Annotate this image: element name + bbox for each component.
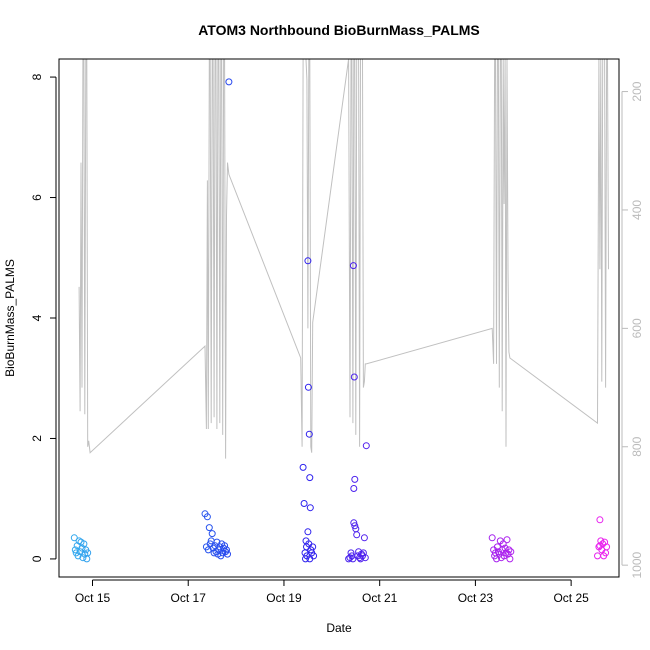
data-point <box>300 500 308 507</box>
y2-tick-label: 1000 <box>630 551 644 578</box>
data-point <box>350 373 358 381</box>
data-point <box>224 550 231 558</box>
x-axis: Oct 15 Oct 17 Oct 19 Oct 21 Oct 23 Oct 25 <box>75 579 589 605</box>
y-axis: 0 2 4 6 8 <box>30 73 57 562</box>
data-point <box>507 548 515 556</box>
y-axis-label: BioBurnMass_PALMS <box>3 259 17 377</box>
points-layer <box>70 78 611 563</box>
y-tick-label: 4 <box>30 314 44 321</box>
data-point <box>499 540 507 548</box>
data-point <box>304 257 312 265</box>
data-point <box>306 504 314 512</box>
data-point <box>304 528 312 536</box>
data-point <box>78 544 86 552</box>
x-tick-label: Oct 23 <box>458 591 494 605</box>
data-point <box>79 554 87 562</box>
data-point <box>309 543 317 551</box>
data-point <box>603 543 611 551</box>
data-point <box>208 530 216 538</box>
data-point <box>306 474 314 482</box>
data-point <box>71 546 79 554</box>
x-tick-label: Oct 17 <box>171 591 207 605</box>
y2-tick-label: 400 <box>630 200 644 220</box>
y-tick-label: 6 <box>30 194 44 201</box>
data-point <box>351 522 359 530</box>
data-point <box>350 519 358 527</box>
y2-tick-label: 600 <box>630 318 644 338</box>
data-point <box>205 524 213 532</box>
y2-tick-label: 800 <box>630 436 644 456</box>
data-point <box>223 546 230 554</box>
data-point <box>204 546 212 554</box>
secondary-y-axis: 200 400 600 800 1000 <box>621 81 644 579</box>
plot-frame <box>58 58 620 578</box>
y-tick-label: 8 <box>30 73 44 80</box>
data-point <box>353 531 361 539</box>
data-point <box>84 549 92 557</box>
y2-tick-label: 200 <box>630 81 644 101</box>
x-tick-label: Oct 21 <box>362 591 398 605</box>
data-point <box>74 552 82 560</box>
data-point <box>350 485 358 492</box>
x-tick-label: Oct 19 <box>266 591 302 605</box>
data-point <box>349 262 357 270</box>
data-point <box>310 552 318 560</box>
data-point <box>347 549 355 557</box>
data-point <box>80 540 88 548</box>
y-tick-label: 2 <box>30 435 44 442</box>
data-point <box>506 555 514 563</box>
data-point <box>361 554 369 562</box>
data-point <box>360 534 368 542</box>
data-point <box>505 546 513 554</box>
data-point <box>225 78 233 86</box>
data-point <box>359 549 367 557</box>
y-tick-label: 0 <box>30 555 44 562</box>
data-point <box>203 513 211 521</box>
data-point <box>70 534 78 542</box>
data-point <box>501 544 509 552</box>
data-point <box>299 463 307 471</box>
chart-title: ATOM3 Northbound BioBurnMass_PALMS <box>198 22 480 38</box>
x-axis-label: Date <box>326 621 352 635</box>
data-point <box>596 516 604 524</box>
x-tick-label: Oct 15 <box>75 591 111 605</box>
data-point <box>304 383 312 391</box>
data-point <box>351 475 359 483</box>
data-point <box>362 442 370 450</box>
data-point <box>488 534 496 542</box>
data-point <box>503 536 511 544</box>
x-tick-label: Oct 25 <box>553 591 589 605</box>
data-point <box>305 430 313 438</box>
